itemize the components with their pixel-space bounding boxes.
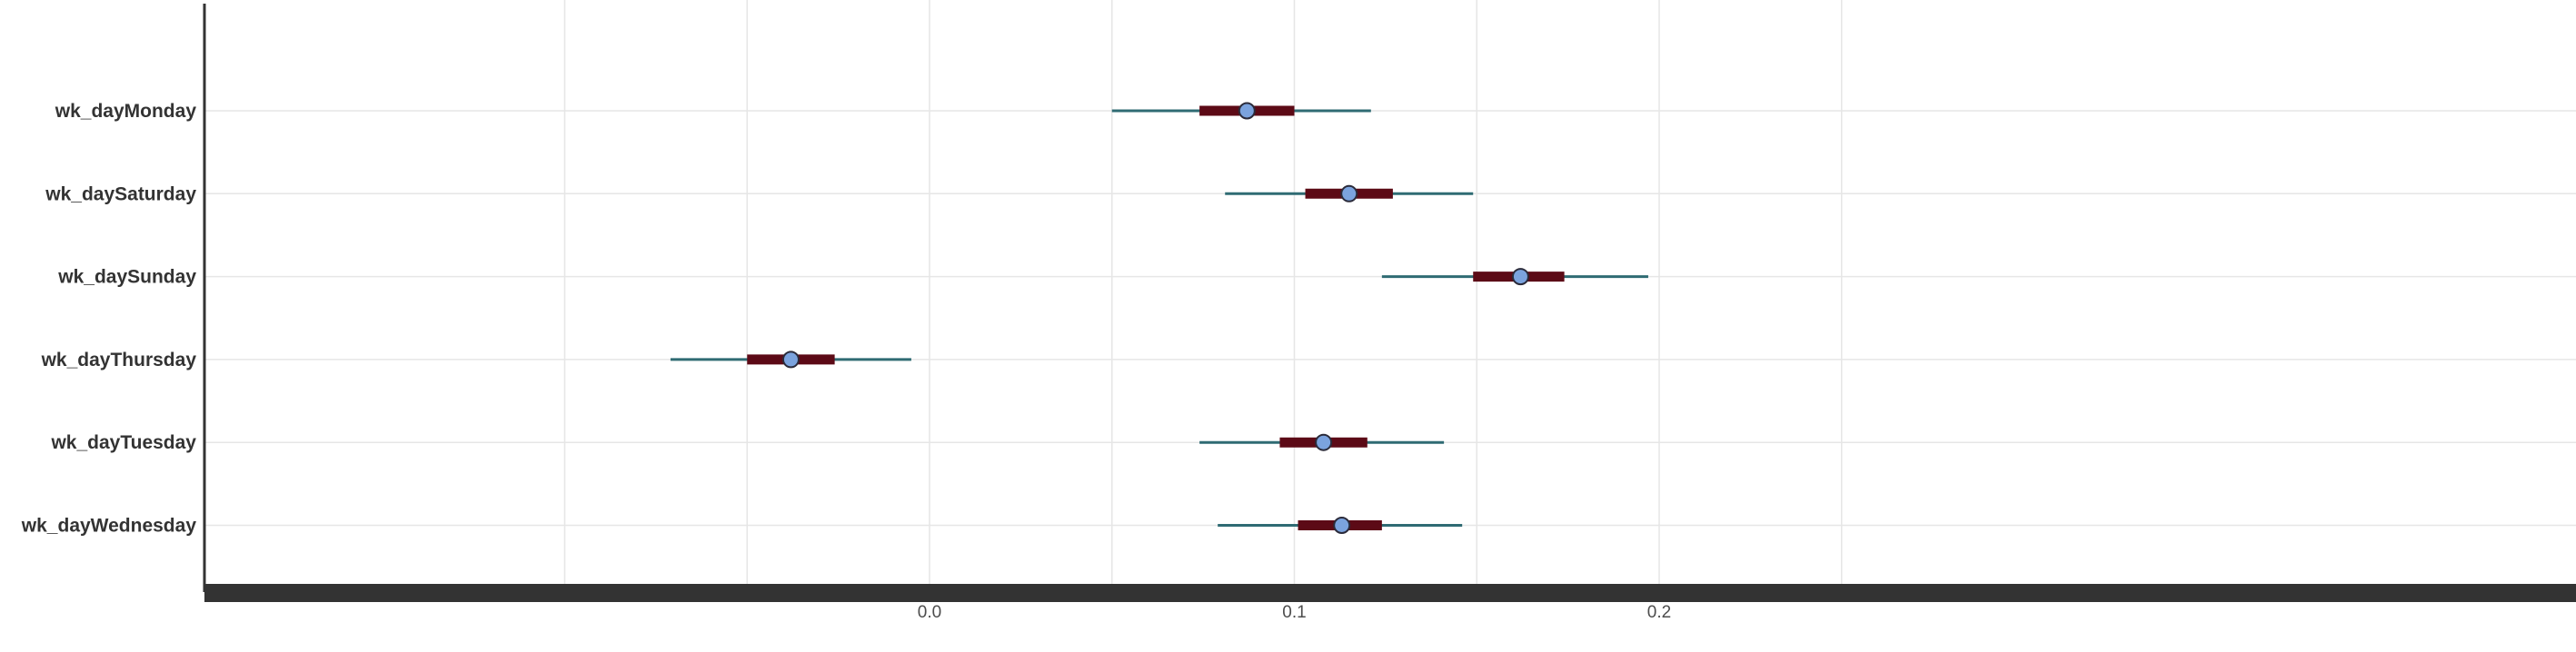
category-label: wk_dayMonday <box>55 101 197 122</box>
category-label: wk_daySunday <box>57 267 196 288</box>
point-estimate <box>1238 102 1256 120</box>
point-estimates <box>781 102 1529 534</box>
interval-marks <box>670 105 1648 530</box>
x-tick-label: 0.0 <box>918 603 941 622</box>
point-estimate <box>1333 517 1351 534</box>
vertical-gridlines <box>563 0 1843 584</box>
category-label: wk_dayTuesday <box>50 432 196 453</box>
horizontal-gridlines <box>204 110 2576 527</box>
category-label: wk_dayWednesday <box>21 516 197 537</box>
point-estimate <box>1511 268 1529 286</box>
point-estimate <box>781 351 800 369</box>
point-estimate <box>1340 184 1358 203</box>
x-axis-bar <box>204 584 2576 602</box>
category-labels: wk_dayMonday wk_daySaturday wk_daySundaywk… <box>21 101 197 537</box>
x-tick-labels: 0.0 0.1 0.2 <box>918 603 1671 622</box>
x-tick-label: 0.2 <box>1647 603 1671 622</box>
category-label: wk_daySaturday <box>45 183 196 204</box>
x-tick-label: 0.1 <box>1282 603 1306 622</box>
category-label: wk_dayThursday <box>41 350 197 370</box>
point-estimate <box>1315 433 1333 451</box>
